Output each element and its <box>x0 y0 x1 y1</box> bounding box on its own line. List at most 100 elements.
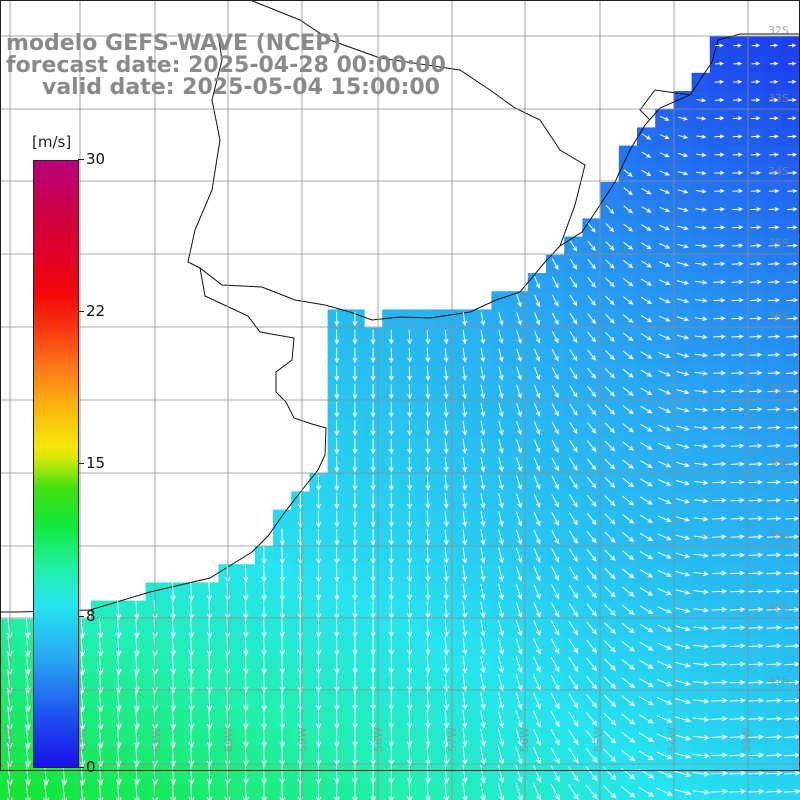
wind-arrow <box>604 368 616 379</box>
wind-arrow <box>622 332 634 342</box>
wind-arrow <box>407 474 413 491</box>
wind-arrow <box>640 387 653 396</box>
wind-arrow <box>694 480 709 485</box>
wind-arrow <box>714 61 724 66</box>
wind-arrow <box>261 673 267 694</box>
wind-arrow <box>750 188 762 194</box>
wind-arrow <box>640 496 653 505</box>
lat-label: 41S <box>768 674 789 687</box>
wind-arrow <box>787 170 798 175</box>
wind-arrow <box>170 654 176 676</box>
wind-arrow <box>533 348 541 362</box>
wind-arrow <box>406 709 413 730</box>
wind-arrow <box>79 708 86 731</box>
wind-arrow <box>462 348 467 363</box>
wind-arrow <box>587 222 596 233</box>
valid-date: valid date: 2025-05-04 15:00:00 <box>42 75 440 100</box>
wind-arrow <box>657 497 672 504</box>
wind-arrow <box>170 672 177 694</box>
wind-arrow <box>370 565 376 583</box>
wind-arrow <box>24 636 31 658</box>
wind-arrow <box>315 510 322 528</box>
wind-arrow <box>621 677 635 689</box>
wind-arrow <box>621 659 635 670</box>
wind-arrow <box>388 637 395 656</box>
wind-arrow <box>515 674 523 692</box>
wind-arrow <box>534 312 541 326</box>
wind-arrow <box>407 529 413 546</box>
wind-arrow <box>370 384 376 400</box>
wind-arrow <box>261 654 267 675</box>
wind-arrow <box>711 552 727 558</box>
wind-arrow <box>388 565 394 583</box>
wind-arrow <box>623 205 634 214</box>
wind-arrow <box>729 734 747 740</box>
wind-arrow <box>425 456 431 473</box>
wind-arrow <box>732 152 743 157</box>
wind-arrow <box>784 661 800 667</box>
wind-arrow <box>206 618 213 639</box>
wind-arrow <box>675 643 691 650</box>
wind-arrow <box>462 384 467 400</box>
lon-label: 62W <box>76 727 89 752</box>
wind-arrow <box>749 388 763 394</box>
wind-arrow <box>712 388 727 394</box>
wind-arrow <box>675 607 691 613</box>
wind-arrow <box>605 295 615 306</box>
wind-arrow <box>695 152 707 157</box>
wind-arrow <box>676 389 690 395</box>
wind-arrow <box>604 549 616 562</box>
wind-arrow <box>498 529 504 546</box>
wind-arrow <box>749 297 762 303</box>
wind-arrow <box>729 698 746 704</box>
wind-arrow <box>370 366 376 382</box>
wind-arrow <box>498 601 504 619</box>
wind-arrow <box>731 225 744 230</box>
wind-arrow <box>480 547 486 564</box>
wind-arrow <box>498 438 504 454</box>
wind-arrow <box>261 745 267 767</box>
wind-arrow <box>443 529 449 546</box>
wind-arrow <box>569 240 578 252</box>
wind-arrow <box>24 690 31 713</box>
wind-arrow <box>658 279 671 286</box>
wind-arrow <box>640 333 653 341</box>
wind-arrow <box>711 716 728 722</box>
wind-arrow <box>261 564 267 583</box>
wind-arrow <box>388 438 394 455</box>
wind-arrow <box>751 43 761 48</box>
wind-arrow <box>261 636 267 657</box>
wind-arrow <box>407 456 413 473</box>
wind-arrow <box>675 498 691 504</box>
wind-arrow <box>425 691 431 711</box>
wind-arrow <box>657 551 672 559</box>
wind-arrow <box>480 493 486 509</box>
lon-label: 56W <box>518 727 531 752</box>
wind-arrow <box>604 585 616 598</box>
wind-arrow <box>748 498 763 503</box>
wind-arrow <box>498 475 504 491</box>
wind-arrow <box>462 366 467 382</box>
wind-arrow <box>585 766 598 782</box>
wind-arrow <box>769 98 779 103</box>
wind-arrow <box>551 276 559 289</box>
wind-arrow <box>732 134 743 139</box>
wind-arrow <box>25 618 31 639</box>
wind-arrow <box>749 334 763 339</box>
wind-arrow <box>603 622 616 635</box>
wind-arrow <box>568 765 579 782</box>
wind-arrow <box>261 709 267 730</box>
wind-arrow <box>462 619 468 638</box>
wind-arrow <box>79 672 86 694</box>
wind-arrow <box>639 677 654 688</box>
wind-arrow <box>370 637 376 656</box>
wind-arrow <box>784 607 800 612</box>
wind-arrow <box>730 588 746 594</box>
wind-arrow <box>658 442 672 450</box>
wind-arrow <box>729 661 746 667</box>
wind-arrow <box>657 515 672 523</box>
wind-arrow <box>786 261 799 267</box>
wind-arrow <box>551 367 559 380</box>
lon-label: 60W <box>222 727 235 752</box>
